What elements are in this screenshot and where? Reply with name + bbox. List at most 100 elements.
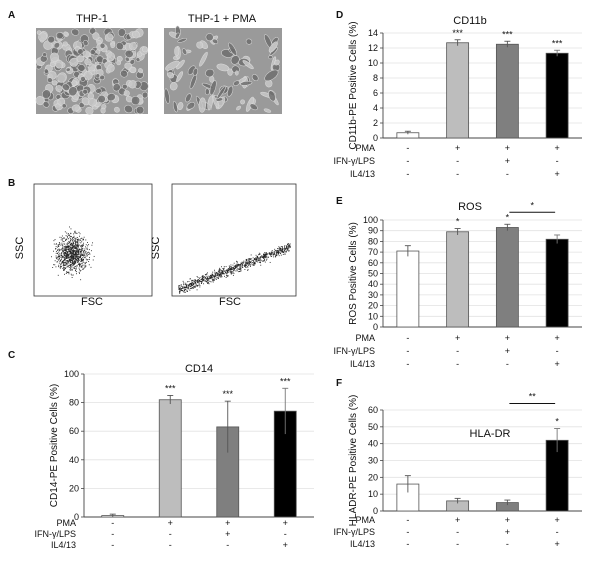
event-dot bbox=[193, 284, 195, 286]
event-dot bbox=[79, 248, 81, 250]
event-dot bbox=[57, 254, 59, 256]
y-tick-label: 8 bbox=[373, 73, 378, 83]
event-dot bbox=[87, 245, 89, 247]
event-dot bbox=[260, 262, 261, 264]
event-dot bbox=[73, 263, 75, 265]
event-dot bbox=[258, 261, 260, 263]
event-dot bbox=[286, 246, 287, 248]
cell-shape bbox=[192, 67, 199, 76]
event-dot bbox=[75, 244, 77, 246]
event-dot bbox=[187, 286, 189, 288]
event-dot bbox=[64, 268, 66, 270]
event-dot bbox=[73, 261, 75, 263]
event-dot bbox=[60, 263, 62, 265]
event-dot bbox=[70, 258, 72, 260]
event-dot bbox=[232, 269, 234, 271]
event-dot bbox=[263, 256, 265, 258]
cell-shape bbox=[245, 38, 253, 45]
y-tick-label: 60 bbox=[368, 258, 378, 268]
event-dot bbox=[58, 242, 60, 243]
event-dot bbox=[68, 260, 70, 262]
event-dot bbox=[78, 241, 80, 243]
event-dot bbox=[70, 257, 72, 259]
treatment-sign: - bbox=[406, 333, 409, 343]
treatment-sign: - bbox=[284, 529, 287, 539]
cell-shape bbox=[205, 68, 215, 78]
event-dot bbox=[190, 288, 192, 289]
event-dot bbox=[64, 265, 65, 266]
event-dot bbox=[67, 265, 69, 267]
event-dot bbox=[62, 257, 64, 259]
event-dot bbox=[280, 246, 282, 247]
event-dot bbox=[239, 267, 241, 269]
event-dot bbox=[278, 249, 280, 251]
event-dot bbox=[186, 289, 188, 291]
event-dot bbox=[221, 271, 223, 273]
event-dot bbox=[237, 265, 239, 267]
event-dot bbox=[60, 263, 62, 265]
event-dot bbox=[63, 247, 65, 249]
event-dot bbox=[233, 268, 234, 270]
event-dot bbox=[71, 256, 72, 258]
event-dot bbox=[57, 253, 59, 255]
event-dot bbox=[82, 247, 84, 249]
event-dot bbox=[201, 279, 203, 281]
event-dot bbox=[220, 276, 222, 278]
event-dot bbox=[208, 277, 210, 279]
event-dot bbox=[71, 253, 73, 255]
event-dot bbox=[69, 249, 71, 251]
event-dot bbox=[250, 264, 252, 266]
event-dot bbox=[254, 263, 256, 264]
event-dot bbox=[253, 262, 255, 263]
event-dot bbox=[76, 265, 78, 267]
event-dot bbox=[76, 249, 78, 250]
treatment-sign: - bbox=[406, 527, 409, 537]
bracket-label: * bbox=[530, 200, 534, 210]
event-dot bbox=[83, 251, 85, 253]
scatter-x-label-right: FSC bbox=[219, 296, 241, 308]
cell-shape bbox=[216, 85, 227, 100]
event-dot bbox=[77, 250, 79, 252]
event-dot bbox=[242, 263, 244, 265]
event-dot bbox=[197, 285, 199, 287]
event-dot bbox=[249, 260, 250, 262]
event-dot bbox=[192, 283, 194, 285]
event-dot bbox=[289, 243, 291, 245]
event-dot bbox=[62, 247, 64, 249]
event-dot bbox=[205, 278, 207, 279]
event-dot bbox=[235, 266, 237, 268]
event-dot bbox=[269, 261, 271, 263]
treatment-sign: + bbox=[505, 527, 510, 537]
event-dot bbox=[73, 254, 75, 255]
event-dot bbox=[245, 267, 247, 268]
event-dot bbox=[81, 254, 83, 255]
event-dot bbox=[245, 258, 247, 260]
event-dot bbox=[197, 277, 199, 279]
event-dot bbox=[191, 282, 192, 284]
event-dot bbox=[78, 244, 80, 246]
event-dot bbox=[211, 273, 213, 275]
event-dot bbox=[63, 237, 65, 239]
event-dot bbox=[72, 246, 74, 248]
event-dot bbox=[72, 249, 74, 251]
event-dot bbox=[179, 289, 181, 291]
event-dot bbox=[194, 285, 196, 287]
event-dot bbox=[60, 256, 62, 258]
event-dot bbox=[55, 248, 56, 250]
y-tick-label: 0 bbox=[74, 512, 79, 522]
event-dot bbox=[278, 246, 280, 248]
cell-shape bbox=[230, 55, 240, 65]
event-dot bbox=[218, 274, 220, 276]
cell-shape bbox=[99, 74, 105, 81]
event-dot bbox=[77, 258, 79, 260]
cell-shape bbox=[71, 104, 81, 112]
event-dot bbox=[67, 253, 69, 255]
event-dot bbox=[83, 238, 84, 240]
event-dot bbox=[73, 251, 75, 253]
event-dot bbox=[234, 267, 236, 269]
event-dot bbox=[58, 253, 60, 255]
event-dot bbox=[272, 252, 273, 254]
event-dot bbox=[208, 280, 210, 282]
event-dot bbox=[236, 265, 238, 266]
event-dot bbox=[75, 241, 77, 243]
